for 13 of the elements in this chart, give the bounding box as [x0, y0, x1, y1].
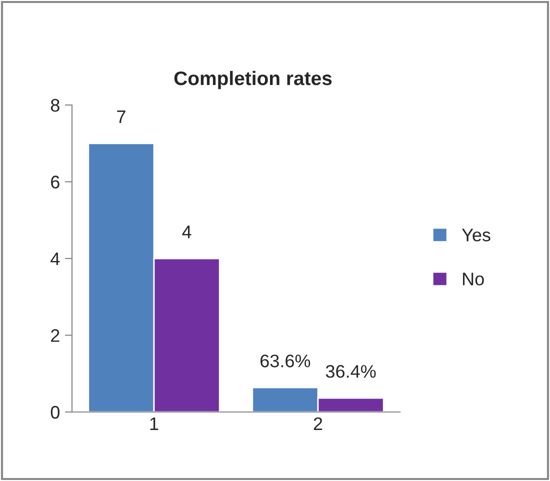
data-label: 63.6% — [260, 354, 310, 368]
y-tick-label: 2 — [51, 329, 60, 342]
chart-title: Completion rates — [174, 70, 332, 90]
y-tick-label: 4 — [50, 252, 60, 266]
x-tick-label: 1 — [150, 418, 158, 430]
y-tick-label: 0 — [50, 406, 60, 419]
data-label: 7 — [117, 110, 126, 123]
y-tick-label: 6 — [51, 176, 60, 188]
data-label: 4 — [182, 226, 192, 238]
y-tick-label: 8 — [50, 98, 60, 112]
legend-label: Yes — [462, 228, 490, 242]
data-label: 36.4% — [326, 365, 376, 378]
legend-label: No — [463, 272, 484, 286]
